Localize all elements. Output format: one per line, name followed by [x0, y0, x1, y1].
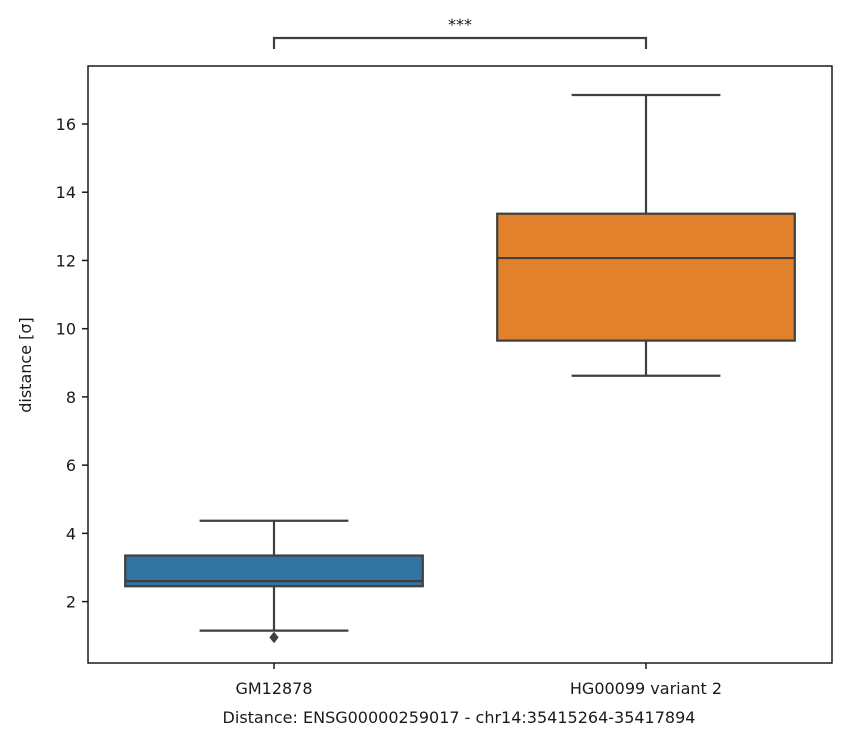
y-tick-label: 10 — [56, 320, 76, 339]
y-tick-label: 14 — [56, 183, 76, 202]
y-tick-label: 16 — [56, 115, 76, 134]
x-axis-label: Distance: ENSG00000259017 - chr14:354152… — [223, 708, 696, 727]
box-group-2 — [496, 93, 796, 377]
y-tick-label: 8 — [66, 388, 76, 407]
outlier-point — [269, 631, 279, 644]
plot-frame — [87, 65, 833, 664]
x-tick-label: HG00099 variant 2 — [570, 679, 722, 698]
y-tick-label: 4 — [66, 524, 76, 543]
x-tick-label: GM12878 — [235, 679, 312, 698]
significance-annotation: *** — [272, 15, 648, 49]
box-iqr — [496, 212, 796, 342]
boxes-layer — [124, 93, 796, 644]
y-axis-label: distance [σ] — [16, 317, 35, 413]
y-tick-label: 6 — [66, 456, 76, 475]
significance-stars: *** — [448, 15, 472, 34]
box-group-1 — [124, 519, 424, 644]
significance-bracket — [272, 36, 648, 49]
y-tick-label: 2 — [66, 593, 76, 612]
y-tick-label: 12 — [56, 251, 76, 270]
axes-layer: 2 4 6 8 10 12 14 16 GM12878 HG00099 variant 2 — [56, 65, 833, 698]
